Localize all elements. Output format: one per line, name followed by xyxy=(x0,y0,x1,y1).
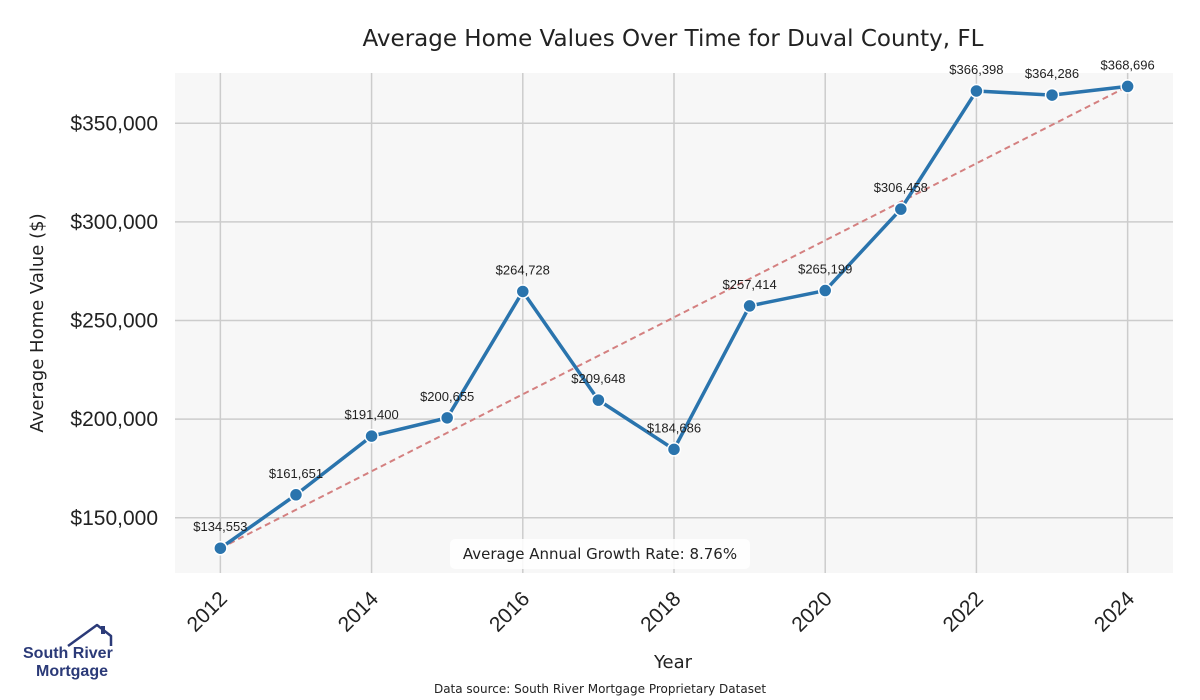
data-point xyxy=(666,442,682,457)
house-chimney-icon xyxy=(101,626,105,634)
y-axis-label: Average Home Value ($) xyxy=(27,213,48,432)
data-label: $184,686 xyxy=(647,420,701,435)
logo-line-1: South River xyxy=(23,645,113,662)
series-group xyxy=(213,79,1135,556)
x-tick-label: 2020 xyxy=(787,587,836,636)
data-label: $161,651 xyxy=(269,466,323,481)
growth-rate-annotation: Average Annual Growth Rate: 8.76% xyxy=(450,539,750,569)
data-label: $366,398 xyxy=(949,62,1003,77)
data-point xyxy=(742,298,757,314)
x-tick-label: 2012 xyxy=(183,587,232,636)
data-label: $265,199 xyxy=(798,262,852,277)
data-label: $368,696 xyxy=(1101,57,1155,72)
company-logo: South River Mortgage xyxy=(23,623,113,680)
y-tick-label: $200,000 xyxy=(70,408,158,431)
data-label: $306,458 xyxy=(874,180,928,195)
data-labels: $134,553 $161,651 $191,400 $200,655 $264,728… xyxy=(193,57,1155,534)
gridlines xyxy=(175,73,1173,573)
data-label: $264,728 xyxy=(496,262,550,277)
y-tick-label: $350,000 xyxy=(70,112,158,135)
x-axis-label: Year xyxy=(653,652,693,673)
x-tick-label: 2022 xyxy=(939,587,988,636)
chart-title: Average Home Values Over Time for Duval … xyxy=(363,26,984,52)
data-point xyxy=(288,487,304,503)
data-point xyxy=(1120,79,1135,94)
x-tick-label: 2018 xyxy=(636,587,685,636)
data-point xyxy=(213,540,228,556)
y-tick-label: $250,000 xyxy=(70,310,158,333)
data-point xyxy=(817,283,833,298)
logo-line-2: Mortgage xyxy=(36,663,108,680)
data-point xyxy=(1044,87,1060,103)
y-tick-label: $300,000 xyxy=(70,211,158,234)
data-label: $200,655 xyxy=(420,389,474,404)
data-label: $134,553 xyxy=(193,519,247,534)
data-label: $257,414 xyxy=(722,277,776,292)
data-point xyxy=(364,428,379,444)
y-tick-labels: $150,000 $200,000 $250,000 $300,000 $350,000 xyxy=(70,112,158,529)
annotation-box xyxy=(450,539,750,569)
data-point xyxy=(515,284,531,299)
data-source-note: Data source: South River Mortgage Propri… xyxy=(434,682,766,696)
data-label: $364,286 xyxy=(1025,66,1079,81)
x-tick-label: 2016 xyxy=(485,587,534,636)
x-tick-label: 2024 xyxy=(1090,587,1140,637)
x-tick-labels: 2012 2014 2016 2018 2020 2022 2024 xyxy=(183,587,1140,637)
x-tick-label: 2014 xyxy=(334,587,384,637)
y-tick-label: $150,000 xyxy=(70,507,158,530)
growth-rate-text: Average Annual Growth Rate: 8.76% xyxy=(463,545,737,563)
data-label: $191,400 xyxy=(344,407,398,422)
data-point xyxy=(893,201,909,217)
data-point xyxy=(439,410,455,426)
data-point xyxy=(969,83,984,99)
data-point xyxy=(591,392,606,408)
data-label: $209,648 xyxy=(571,371,625,386)
